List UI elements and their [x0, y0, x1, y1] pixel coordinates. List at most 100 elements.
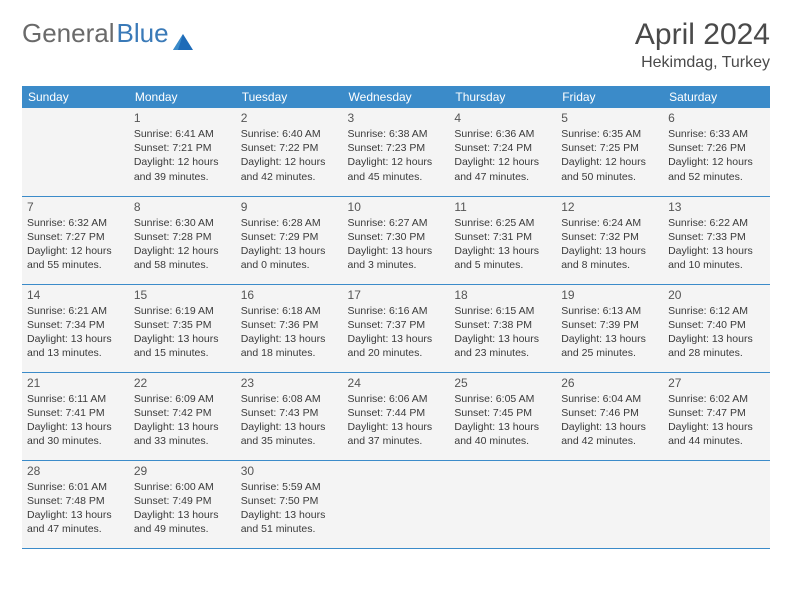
- triangle-icon: [173, 26, 193, 42]
- empty-cell: [556, 460, 663, 548]
- sunset-text: Sunset: 7:28 PM: [134, 230, 231, 244]
- daylight2-text: and 50 minutes.: [561, 170, 658, 184]
- daylight1-text: Daylight: 13 hours: [561, 244, 658, 258]
- daylight2-text: and 33 minutes.: [134, 434, 231, 448]
- day-cell: 26 Sunrise: 6:04 AMSunset: 7:46 PMDayligh…: [556, 372, 663, 460]
- sunrise-text: Sunrise: 6:28 AM: [241, 216, 338, 230]
- daylight2-text: and 20 minutes.: [348, 346, 445, 360]
- sunrise-text: Sunrise: 6:35 AM: [561, 127, 658, 141]
- sunrise-text: Sunrise: 6:13 AM: [561, 304, 658, 318]
- day-cell: 5Sunrise: 6:35 AMSunset: 7:25 PMDaylight…: [556, 108, 663, 196]
- brand-logo: GeneralBlue: [22, 18, 193, 49]
- daylight1-text: Daylight: 13 hours: [348, 332, 445, 346]
- daylight2-text: and 52 minutes.: [668, 170, 765, 184]
- sunset-text: Sunset: 7:49 PM: [134, 494, 231, 508]
- day-cell: 14Sunrise: 6:21 AMSunset: 7:34 PMDayligh…: [22, 284, 129, 372]
- sunset-text: Sunset: 7:46 PM: [561, 406, 658, 420]
- daylight1-text: Daylight: 13 hours: [454, 244, 551, 258]
- daylight2-text: and 28 minutes.: [668, 346, 765, 360]
- day-cell: 2Sunrise: 6:40 AMSunset: 7:22 PMDaylight…: [236, 108, 343, 196]
- daylight1-text: Daylight: 12 hours: [668, 155, 765, 169]
- day-cell: 29Sunrise: 6:00 AMSunset: 7:49 PMDayligh…: [129, 460, 236, 548]
- sunrise-text: Sunrise: 6:01 AM: [27, 480, 124, 494]
- day-number: 20: [668, 288, 765, 302]
- brand-part2: Blue: [117, 18, 169, 49]
- sunrise-text: Sunrise: 6:00 AM: [134, 480, 231, 494]
- calendar-table: SundayMondayTuesdayWednesdayThursdayFrid…: [22, 86, 770, 549]
- day-number: 1: [134, 111, 231, 125]
- daylight1-text: Daylight: 13 hours: [241, 508, 338, 522]
- sunset-text: Sunset: 7:37 PM: [348, 318, 445, 332]
- day-cell: 28Sunrise: 6:01 AMSunset: 7:48 PMDayligh…: [22, 460, 129, 548]
- weekday-header: Sunday: [22, 86, 129, 108]
- daylight1-text: Daylight: 13 hours: [27, 332, 124, 346]
- day-cell: 23Sunrise: 6:08 AMSunset: 7:43 PMDayligh…: [236, 372, 343, 460]
- day-cell: 21Sunrise: 6:11 AMSunset: 7:41 PMDayligh…: [22, 372, 129, 460]
- weekday-header: Saturday: [663, 86, 770, 108]
- sunrise-text: Sunrise: 6:09 AM: [134, 392, 231, 406]
- daylight2-text: and 42 minutes.: [241, 170, 338, 184]
- day-cell: 13Sunrise: 6:22 AMSunset: 7:33 PMDayligh…: [663, 196, 770, 284]
- sunrise-text: Sunrise: 6:33 AM: [668, 127, 765, 141]
- weekday-header: Wednesday: [343, 86, 450, 108]
- month-title: April 2024: [635, 18, 770, 52]
- sunset-text: Sunset: 7:22 PM: [241, 141, 338, 155]
- sunrise-text: Sunrise: 6:32 AM: [27, 216, 124, 230]
- sunset-text: Sunset: 7:36 PM: [241, 318, 338, 332]
- daylight2-text: and 58 minutes.: [134, 258, 231, 272]
- sunrise-text: Sunrise: 6:04 AM: [561, 392, 658, 406]
- daylight2-text: and 15 minutes.: [134, 346, 231, 360]
- sunset-text: Sunset: 7:21 PM: [134, 141, 231, 155]
- sunset-text: Sunset: 7:40 PM: [668, 318, 765, 332]
- sunrise-text: Sunrise: 6:36 AM: [454, 127, 551, 141]
- daylight1-text: Daylight: 13 hours: [27, 508, 124, 522]
- daylight1-text: Daylight: 13 hours: [27, 420, 124, 434]
- sunrise-text: Sunrise: 6:12 AM: [668, 304, 765, 318]
- day-cell: 27Sunrise: 6:02 AMSunset: 7:47 PMDayligh…: [663, 372, 770, 460]
- day-number: 26: [561, 376, 658, 390]
- week-row: 7Sunrise: 6:32 AMSunset: 7:27 PMDaylight…: [22, 196, 770, 284]
- daylight2-text: and 51 minutes.: [241, 522, 338, 536]
- day-number: 8: [134, 200, 231, 214]
- day-number: 18: [454, 288, 551, 302]
- day-number: 21: [27, 376, 124, 390]
- day-number: 16: [241, 288, 338, 302]
- sunset-text: Sunset: 7:42 PM: [134, 406, 231, 420]
- daylight1-text: Daylight: 13 hours: [561, 420, 658, 434]
- sunset-text: Sunset: 7:23 PM: [348, 141, 445, 155]
- sunset-text: Sunset: 7:24 PM: [454, 141, 551, 155]
- empty-cell: [343, 460, 450, 548]
- daylight2-text: and 25 minutes.: [561, 346, 658, 360]
- day-cell: 7Sunrise: 6:32 AMSunset: 7:27 PMDaylight…: [22, 196, 129, 284]
- sunrise-text: Sunrise: 5:59 AM: [241, 480, 338, 494]
- sunrise-text: Sunrise: 6:02 AM: [668, 392, 765, 406]
- sunrise-text: Sunrise: 6:27 AM: [348, 216, 445, 230]
- day-cell: 1 Sunrise: 6:41 AMSunset: 7:21 PMDaylight…: [129, 108, 236, 196]
- daylight1-text: Daylight: 12 hours: [134, 155, 231, 169]
- daylight1-text: Daylight: 13 hours: [241, 244, 338, 258]
- sunset-text: Sunset: 7:33 PM: [668, 230, 765, 244]
- daylight1-text: Daylight: 12 hours: [27, 244, 124, 258]
- day-cell: 20Sunrise: 6:12 AMSunset: 7:40 PMDayligh…: [663, 284, 770, 372]
- daylight2-text: and 55 minutes.: [27, 258, 124, 272]
- week-row: 1Sunrise: 6:41 AMSunset: 7:21 PMDaylight…: [22, 108, 770, 196]
- daylight2-text: and 10 minutes.: [668, 258, 765, 272]
- sunset-text: Sunset: 7:25 PM: [561, 141, 658, 155]
- daylight1-text: Daylight: 12 hours: [561, 155, 658, 169]
- day-cell: 15Sunrise: 6:19 AMSunset: 7:35 PMDayligh…: [129, 284, 236, 372]
- day-cell: 11Sunrise: 6:25 AMSunset: 7:31 PMDayligh…: [449, 196, 556, 284]
- sunrise-text: Sunrise: 6:24 AM: [561, 216, 658, 230]
- sunrise-text: Sunrise: 6:15 AM: [454, 304, 551, 318]
- daylight2-text: and 35 minutes.: [241, 434, 338, 448]
- daylight2-text: and 18 minutes.: [241, 346, 338, 360]
- day-number: 15: [134, 288, 231, 302]
- sunset-text: Sunset: 7:47 PM: [668, 406, 765, 420]
- sunrise-text: Sunrise: 6:21 AM: [27, 304, 124, 318]
- sunset-text: Sunset: 7:31 PM: [454, 230, 551, 244]
- sunrise-text: Sunrise: 6:41 AM: [134, 127, 231, 141]
- daylight2-text: and 37 minutes.: [348, 434, 445, 448]
- day-cell: 6Sunrise: 6:33 AMSunset: 7:26 PMDaylight…: [663, 108, 770, 196]
- day-cell: 30Sunrise: 5:59 AMSunset: 7:50 PMDayligh…: [236, 460, 343, 548]
- sunset-text: Sunset: 7:27 PM: [27, 230, 124, 244]
- page-header: GeneralBlue April 2024 Hekimdag, Turkey: [22, 18, 770, 72]
